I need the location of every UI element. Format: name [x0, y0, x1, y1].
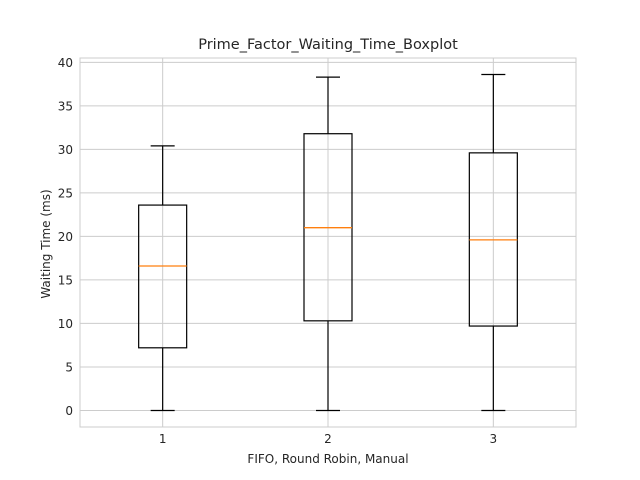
- tick-label-layer: 0 5 10 15 20 25 30 35 40 1 2 3: [58, 56, 497, 446]
- y-tick-label: 0: [65, 404, 73, 418]
- x-tick-label: 3: [490, 432, 498, 446]
- x-tick-label: 1: [159, 432, 167, 446]
- y-axis-label: Waiting Time (ms): [39, 189, 53, 298]
- x-axis-label: FIFO, Round Robin, Manual: [247, 452, 408, 466]
- y-tick-label: 25: [58, 186, 73, 200]
- iqr-box: [138, 204, 188, 349]
- box-group-1: [138, 145, 188, 412]
- y-tick-label: 35: [58, 99, 73, 113]
- box-layer: [138, 73, 518, 412]
- plot-frame: [79, 57, 577, 428]
- x-tick-label: 2: [324, 432, 332, 446]
- y-tick-label: 40: [58, 56, 73, 70]
- box-group-3: [468, 73, 518, 412]
- y-tick-label: 15: [58, 273, 73, 287]
- y-tick-label: 5: [65, 360, 73, 374]
- y-tick-label: 10: [58, 317, 73, 331]
- y-tick-label: 20: [58, 230, 73, 244]
- chart-title: Prime_Factor_Waiting_Time_Boxplot: [198, 37, 458, 53]
- y-tick-label: 30: [58, 143, 73, 157]
- box-group-2: [303, 76, 353, 412]
